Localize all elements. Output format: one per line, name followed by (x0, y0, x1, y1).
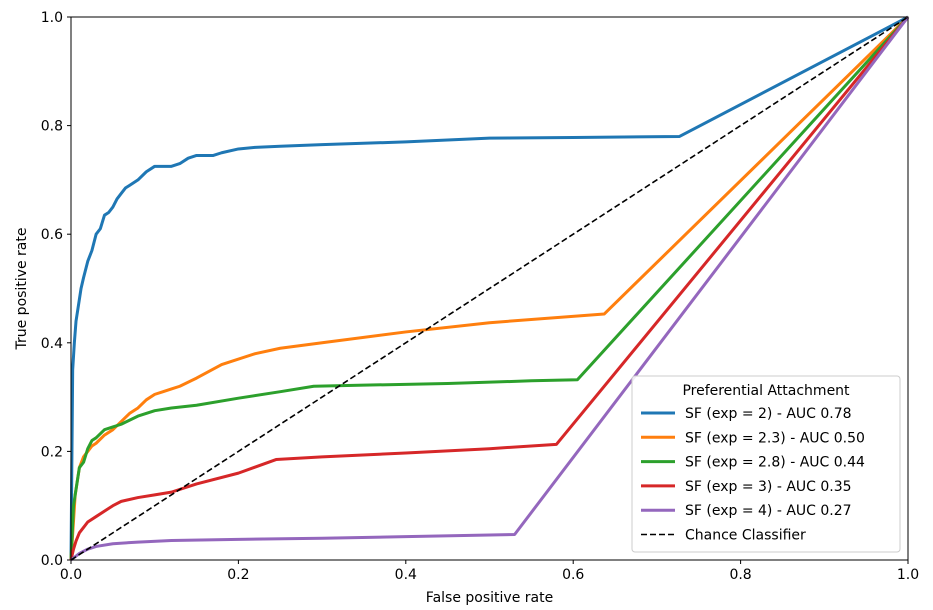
legend-label: SF (exp = 4) - AUC 0.27 (685, 503, 852, 519)
x-tick-label: 0.8 (729, 567, 751, 583)
x-tick-label: 0.2 (227, 567, 249, 583)
y-axis-ticks: 0.0 0.2 0.4 0.6 0.8 1.0 (41, 10, 71, 569)
legend-label: SF (exp = 3) - AUC 0.35 (685, 479, 852, 495)
series-line-2 (69, 15, 910, 561)
legend-box (631, 375, 901, 553)
legend-label: Chance Classifier (685, 528, 806, 544)
series-line-0 (69, 15, 909, 561)
y-tick-label: 0.4 (41, 336, 63, 352)
x-axis-ticks: 0.0 0.2 0.4 0.6 0.8 1.0 (60, 560, 919, 583)
legend-title: Preferential Attachment (682, 383, 850, 399)
y-tick-label: 0.0 (41, 553, 63, 569)
plot-lines (69, 15, 910, 562)
y-tick-label: 0.6 (41, 227, 63, 243)
x-tick-label: 0.0 (60, 567, 82, 583)
x-axis-label: False positive rate (426, 590, 553, 606)
legend-label: SF (exp = 2.3) - AUC 0.50 (685, 430, 865, 446)
legend-entries: SF (exp = 2) - AUC 0.78 SF (exp = 2.3) - … (641, 406, 865, 544)
x-tick-label: 1.0 (897, 567, 919, 583)
x-tick-label: 0.4 (395, 567, 417, 583)
legend-label: SF (exp = 2.8) - AUC 0.44 (685, 455, 865, 471)
plot-frame (70, 16, 909, 561)
y-tick-label: 0.2 (41, 444, 63, 460)
x-tick-label: 0.6 (562, 567, 584, 583)
y-axis-label: True positive rate (14, 228, 30, 351)
series-line-5 (70, 16, 909, 561)
legend-label: SF (exp = 2) - AUC 0.78 (685, 406, 852, 422)
legend: Preferential Attachment SF (exp = 2) - A… (631, 375, 901, 553)
y-tick-label: 1.0 (41, 10, 63, 26)
series-line-3 (69, 16, 910, 561)
y-tick-label: 0.8 (41, 119, 63, 135)
